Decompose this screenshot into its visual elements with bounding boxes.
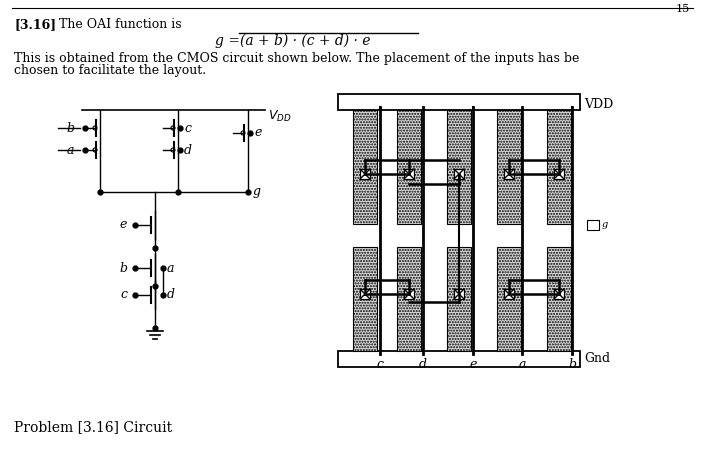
Text: b: b [119, 262, 127, 274]
Text: a: a [518, 358, 526, 371]
Bar [353, 247, 377, 351]
Bar [404, 169, 414, 179]
Text: The OAI function is: The OAI function is [55, 18, 182, 31]
Text: c: c [120, 289, 127, 301]
Text: d: d [184, 143, 192, 157]
Text: [3.16]: [3.16] [14, 18, 56, 31]
Bar [404, 289, 414, 299]
Bar [504, 169, 514, 179]
Text: b: b [66, 122, 74, 134]
Text: 15: 15 [676, 4, 690, 14]
Text: d: d [419, 358, 427, 371]
Bar [360, 169, 370, 179]
Bar [554, 169, 564, 179]
Text: c: c [376, 358, 384, 371]
Text: e: e [254, 126, 262, 140]
Text: g: g [253, 185, 261, 199]
Bar [547, 110, 571, 224]
Bar [447, 247, 471, 351]
Text: b: b [568, 358, 576, 371]
Bar [497, 247, 521, 351]
Text: c: c [184, 122, 191, 134]
Text: (a + b) · (c + d) · e: (a + b) · (c + d) · e [240, 34, 371, 48]
Bar [547, 247, 571, 351]
Bar [338, 94, 580, 110]
Text: chosen to facilitate the layout.: chosen to facilitate the layout. [14, 64, 206, 77]
Text: VDD: VDD [584, 97, 613, 111]
Text: a: a [66, 143, 74, 157]
Text: g: g [215, 34, 224, 48]
Text: a: a [167, 262, 175, 274]
Bar [338, 351, 580, 367]
Bar [454, 289, 464, 299]
Bar [353, 110, 377, 224]
Bar [397, 110, 421, 224]
Bar [454, 169, 464, 179]
Bar [497, 110, 521, 224]
Text: Gnd: Gnd [584, 352, 610, 366]
Bar [447, 110, 471, 224]
Bar [504, 289, 514, 299]
Bar [554, 289, 564, 299]
Text: d: d [167, 289, 175, 301]
Text: e: e [470, 358, 477, 371]
Text: =: = [224, 34, 240, 48]
Bar [360, 289, 370, 299]
Text: This is obtained from the CMOS circuit shown below. The placement of the inputs : This is obtained from the CMOS circuit s… [14, 52, 580, 65]
Text: g: g [602, 220, 608, 229]
Bar [397, 247, 421, 351]
Text: $V_{DD}$: $V_{DD}$ [268, 109, 292, 124]
Text: Problem [3.16] Circuit: Problem [3.16] Circuit [14, 420, 172, 434]
Text: e: e [120, 219, 127, 231]
Bar [587, 220, 599, 230]
